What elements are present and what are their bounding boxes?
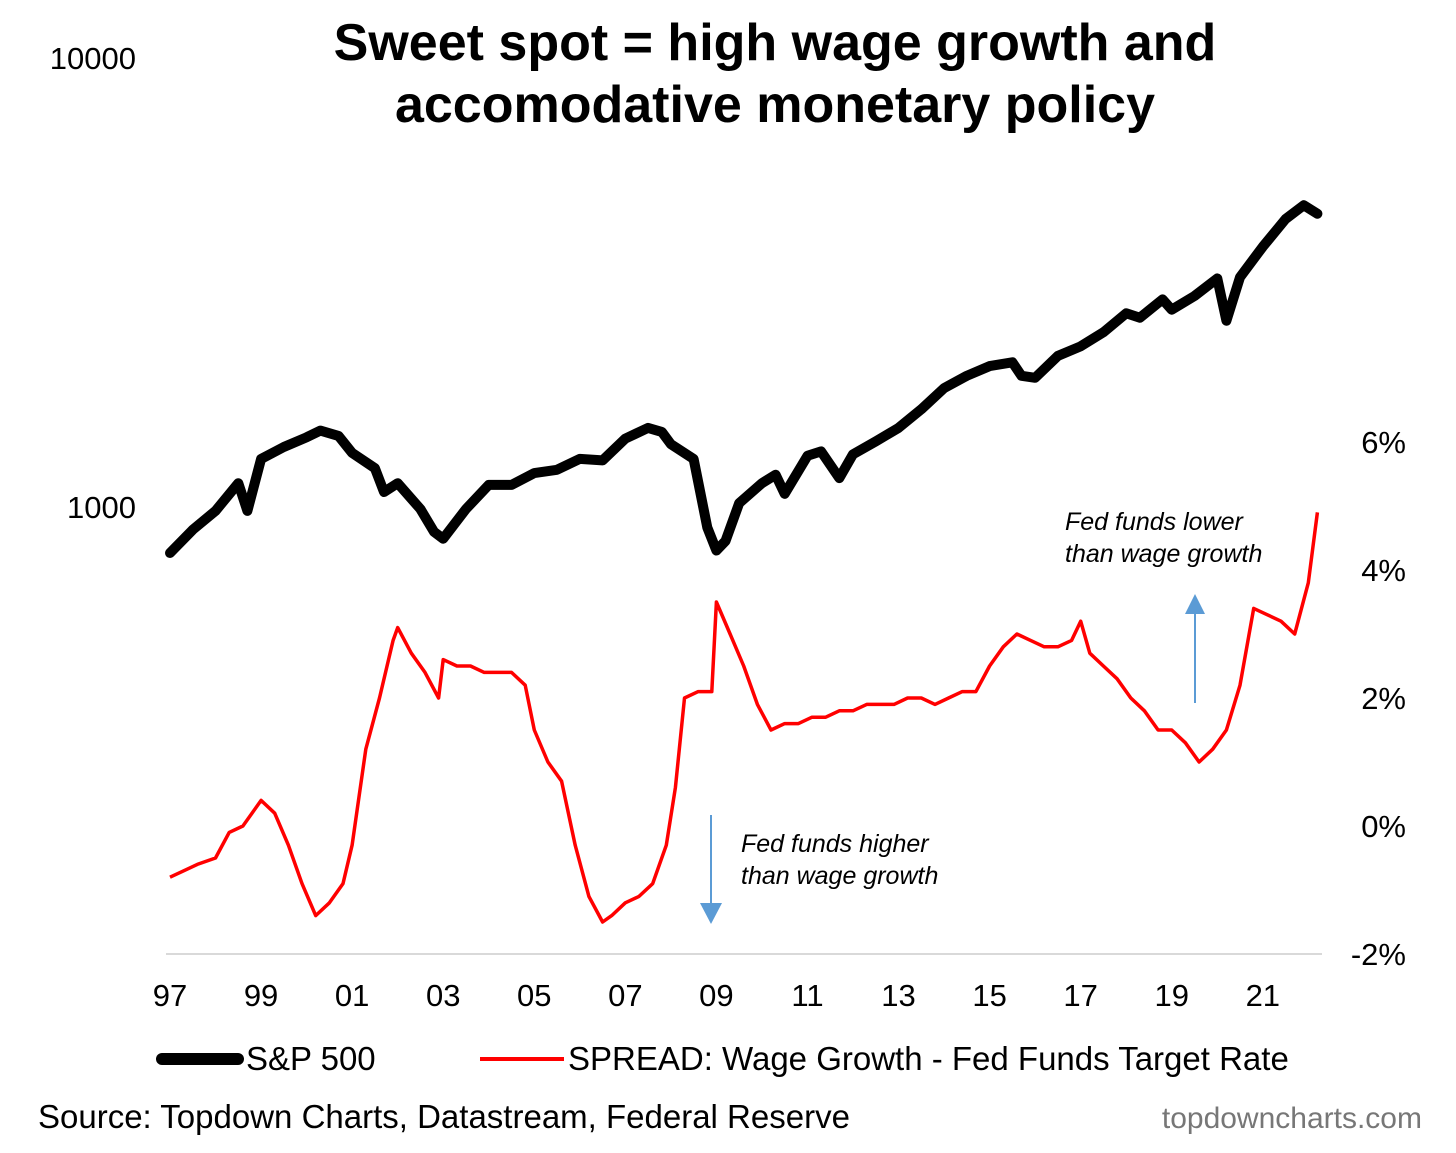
right-axis-tick-label: 4%: [1361, 553, 1406, 588]
annotation-higher-line-2: than wage growth: [741, 862, 938, 890]
right-axis-tick-label: 6%: [1361, 425, 1406, 460]
series-line-sp500: [165, 200, 1323, 558]
x-tick-label: 13: [881, 978, 915, 1013]
chart-title: Sweet spot = high wage growth and accomo…: [250, 12, 1300, 136]
x-tick-label: 07: [608, 978, 642, 1013]
legend: S&P 500 SPREAD: Wage Growth - Fed Funds …: [0, 1040, 1456, 1086]
annotation-lower-line-2: than wage growth: [1065, 540, 1262, 568]
left-axis-tick-label: 10000: [50, 41, 136, 76]
source-note: Source: Topdown Charts, Datastream, Fede…: [38, 1098, 850, 1135]
series-line-spread: [169, 512, 1320, 924]
x-tick-label: 11: [791, 978, 823, 1013]
arrow-down-head: [700, 903, 722, 924]
right-axis-tick-label: -2%: [1351, 937, 1406, 972]
x-tick-label: 01: [335, 978, 369, 1013]
x-tick-label: 03: [426, 978, 460, 1013]
brand-watermark: topdowncharts.com: [1161, 1102, 1422, 1135]
x-tick-label: 05: [517, 978, 551, 1013]
x-tick-label: 15: [972, 978, 1006, 1013]
legend-swatch-sp500: [156, 1053, 244, 1065]
x-tick-label: 97: [153, 978, 187, 1013]
right-axis-tick-label: 0%: [1361, 809, 1406, 844]
chart-title-line-1: Sweet spot = high wage growth and: [333, 14, 1217, 72]
left-axis-tick-label: 1000: [67, 490, 136, 525]
legend-label-sp500: S&P 500: [246, 1040, 376, 1077]
legend-item-sp500: S&P 500: [156, 1040, 376, 1078]
arrow-up-head: [1185, 594, 1205, 614]
legend-label-spread: SPREAD: Wage Growth - Fed Funds Target R…: [568, 1040, 1289, 1077]
x-tick-label: 19: [1154, 978, 1188, 1013]
x-tick-label: 09: [699, 978, 733, 1013]
annotation-higher-line-1: Fed funds higher: [741, 830, 930, 858]
legend-swatch-spread: [480, 1057, 564, 1061]
annotation-lower-line-1: Fed funds lower: [1065, 508, 1245, 536]
x-tick-label: 17: [1063, 978, 1097, 1013]
chart-title-line-2: accomodative monetary policy: [394, 76, 1156, 134]
x-tick-label: 99: [244, 978, 278, 1013]
x-tick-label: 21: [1246, 978, 1280, 1013]
right-axis-tick-label: 2%: [1361, 681, 1406, 716]
legend-item-spread: SPREAD: Wage Growth - Fed Funds Target R…: [480, 1040, 1289, 1078]
